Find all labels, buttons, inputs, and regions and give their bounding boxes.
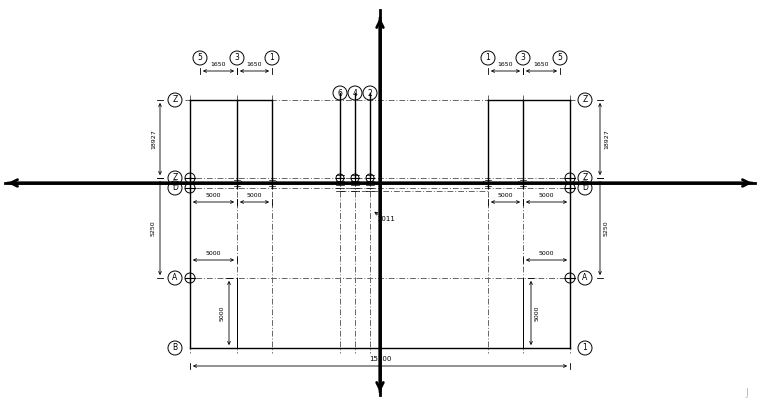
Text: 5000: 5000 bbox=[247, 193, 262, 198]
Text: 5000: 5000 bbox=[539, 251, 554, 256]
Text: 4: 4 bbox=[353, 88, 357, 98]
Text: 1650: 1650 bbox=[498, 62, 513, 67]
Text: A: A bbox=[582, 274, 587, 282]
Text: 5000: 5000 bbox=[220, 305, 225, 321]
Text: 5250: 5250 bbox=[604, 220, 609, 236]
Text: 5: 5 bbox=[558, 53, 562, 63]
Text: 5000: 5000 bbox=[206, 193, 221, 198]
Text: Z: Z bbox=[582, 173, 587, 182]
Text: 5000: 5000 bbox=[539, 193, 554, 198]
Text: 5000: 5000 bbox=[498, 193, 513, 198]
Text: 1: 1 bbox=[270, 53, 274, 63]
Text: 1650: 1650 bbox=[247, 62, 262, 67]
Text: 5000: 5000 bbox=[535, 305, 540, 321]
Text: 5000: 5000 bbox=[206, 251, 221, 256]
Text: D: D bbox=[172, 184, 178, 193]
Text: 2011: 2011 bbox=[378, 216, 396, 222]
Text: Z: Z bbox=[173, 173, 178, 182]
Text: 6: 6 bbox=[337, 88, 343, 98]
Text: J: J bbox=[745, 388, 748, 398]
Text: Z: Z bbox=[173, 96, 178, 105]
Text: Z: Z bbox=[582, 96, 587, 105]
Text: A: A bbox=[173, 274, 178, 282]
Text: 1: 1 bbox=[486, 53, 490, 63]
Text: 18927: 18927 bbox=[604, 129, 609, 149]
Text: 5: 5 bbox=[198, 53, 202, 63]
Text: 3: 3 bbox=[521, 53, 525, 63]
Text: B: B bbox=[173, 344, 178, 352]
Text: 1650: 1650 bbox=[534, 62, 549, 67]
Text: 18927: 18927 bbox=[151, 129, 156, 149]
Text: 1650: 1650 bbox=[211, 62, 226, 67]
Text: D: D bbox=[582, 184, 588, 193]
Text: 1: 1 bbox=[583, 344, 587, 352]
Text: 2: 2 bbox=[368, 88, 372, 98]
Text: 15300: 15300 bbox=[369, 356, 391, 362]
Text: 3: 3 bbox=[235, 53, 239, 63]
Text: 5250: 5250 bbox=[151, 220, 156, 236]
